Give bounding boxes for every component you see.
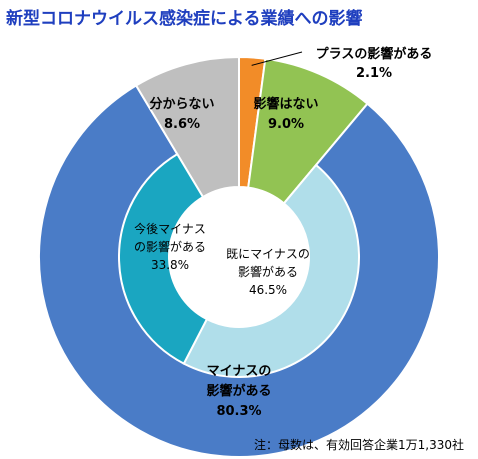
inner-slice-0: [182, 163, 360, 378]
slice-labels: プラスの影響がある 2.1% 影響はない 9.0% マイナスの影響がある 80.3% 分から…: [134, 46, 432, 419]
label-already-minus: 既にマイナスの影響がある 46.5%: [226, 247, 310, 297]
inner-slice-1: [118, 152, 209, 365]
footnote: 注：母数は、有効回答企業1万1,330社: [254, 438, 464, 452]
outer-slice-3: [134, 55, 240, 199]
label-future-minus: 今後マイナスの影響がある 33.8%: [134, 221, 206, 272]
label-minus-impact: マイナスの影響がある 80.3%: [206, 364, 271, 419]
plus-leader-line: [251, 51, 303, 66]
chart-title: 新型コロナウイルス感染症による業績への影響: [6, 9, 363, 29]
label-no-impact: 影響はない 9.0%: [253, 96, 318, 132]
label-unknown: 分からない 8.6%: [149, 96, 214, 132]
inner-ring: [118, 152, 360, 378]
label-plus-impact: プラスの影響がある 2.1%: [316, 46, 433, 81]
center-hole: [170, 188, 308, 326]
outer-ring: [38, 55, 440, 458]
